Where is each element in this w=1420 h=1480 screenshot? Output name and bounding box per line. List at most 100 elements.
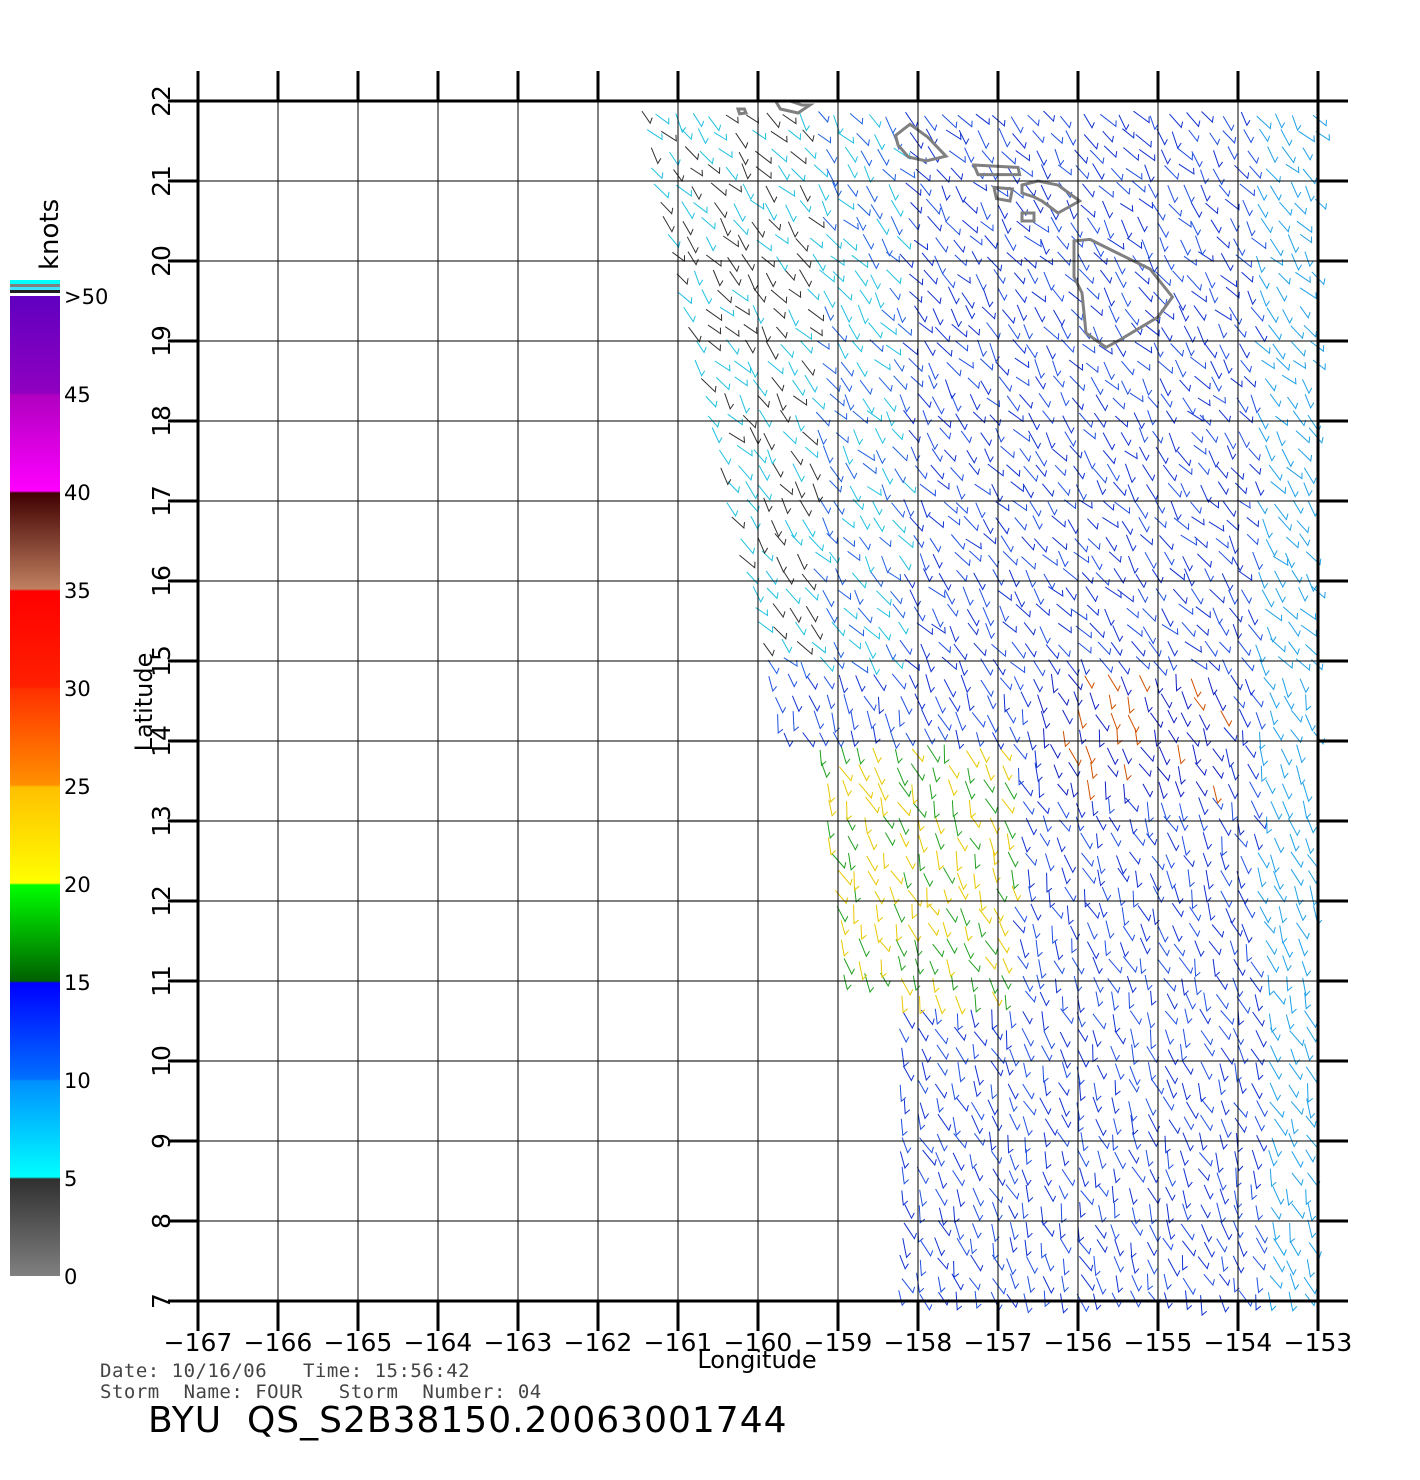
wind-barb <box>1089 622 1105 639</box>
wind-barb <box>933 800 940 819</box>
wind-barb <box>826 532 839 545</box>
wind-barb <box>826 233 842 250</box>
wind-barb <box>870 274 881 290</box>
wind-barb <box>1195 781 1208 797</box>
wind-barb <box>804 587 819 602</box>
wind-barb <box>1111 1097 1120 1115</box>
wind-barb <box>1254 340 1271 355</box>
wind-barb <box>783 657 798 667</box>
wind-barb <box>1178 957 1194 975</box>
wind-barb <box>1012 500 1028 512</box>
x-tick-label: −163 <box>484 1328 553 1357</box>
wind-barb <box>1246 533 1259 546</box>
wind-barb <box>779 409 791 424</box>
wind-barb <box>1165 854 1175 869</box>
wind-barb <box>1045 644 1060 660</box>
wind-barb <box>1033 678 1044 693</box>
wind-barb <box>980 432 992 447</box>
wind-barb <box>1082 867 1097 885</box>
wind-barb <box>1304 1010 1319 1029</box>
wind-barb <box>857 607 873 624</box>
wind-barb <box>833 657 845 670</box>
wind-barb <box>802 129 815 143</box>
wind-barb <box>1218 184 1231 198</box>
wind-barb <box>1144 696 1153 713</box>
colorbar-tick-label: 20 <box>64 873 91 897</box>
wind-barb <box>1281 783 1293 800</box>
wind-barb <box>1021 836 1031 853</box>
wind-barb <box>687 251 699 266</box>
wind-barb <box>1078 268 1095 285</box>
wind-barb <box>1009 1222 1019 1241</box>
wind-barb <box>1294 202 1307 215</box>
wind-barb <box>971 1114 984 1135</box>
wind-barb <box>1261 589 1275 608</box>
wind-barb <box>1061 996 1069 1012</box>
wind-barb <box>1105 536 1118 552</box>
wind-barb <box>1023 1293 1033 1314</box>
wind-barb <box>804 147 817 160</box>
wind-barb <box>684 146 700 161</box>
wind-barb <box>1132 180 1146 193</box>
wind-barb <box>1058 1185 1069 1200</box>
wind-barb <box>992 1242 1000 1260</box>
wind-barb <box>937 1291 950 1306</box>
wind-barb <box>1302 783 1313 803</box>
wind-barb <box>867 486 882 497</box>
wind-barb <box>727 413 743 426</box>
wind-barb <box>1191 151 1203 168</box>
wind-barb <box>831 621 846 637</box>
wind-barb <box>879 536 892 548</box>
wind-barb <box>787 673 798 688</box>
wind-barb <box>1152 203 1166 222</box>
wind-barb <box>1216 236 1230 249</box>
wind-barb <box>960 430 972 444</box>
wind-barb <box>1212 168 1225 186</box>
wind-barb <box>979 890 987 912</box>
wind-barb <box>1092 467 1108 484</box>
wind-barb <box>1021 536 1036 551</box>
wind-barb <box>874 428 886 445</box>
wind-barb <box>1296 744 1306 764</box>
wind-barb <box>1197 553 1212 568</box>
wind-barb <box>1094 1172 1101 1189</box>
wind-barb <box>809 237 823 249</box>
wind-barb <box>1144 164 1155 183</box>
wind-barb <box>1167 709 1178 724</box>
wind-barb <box>969 1277 981 1291</box>
wind-barb <box>931 396 945 415</box>
wind-barb <box>712 269 724 287</box>
x-tick-label: −157 <box>964 1328 1033 1357</box>
wind-barb <box>965 538 982 550</box>
wind-barb <box>1009 1048 1020 1067</box>
wind-barb <box>1238 890 1249 905</box>
wind-barb <box>1166 1150 1174 1170</box>
wind-barb <box>918 854 926 872</box>
wind-barb <box>1248 624 1263 642</box>
wind-barb <box>1164 1010 1179 1025</box>
wind-barb <box>1185 1290 1193 1311</box>
wind-barb <box>842 779 853 797</box>
wind-barb <box>758 409 773 428</box>
wind-barb <box>869 114 882 129</box>
wind-barb <box>1051 288 1065 303</box>
wind-barb <box>921 252 935 267</box>
wind-barb <box>900 978 914 997</box>
wind-barb <box>989 817 1001 835</box>
wind-barb <box>1064 431 1077 448</box>
wind-barb <box>885 344 902 356</box>
y-tick-label: 9 <box>147 1133 176 1149</box>
wind-barb <box>739 554 756 569</box>
wind-barb <box>953 239 966 254</box>
wind-barb <box>802 732 816 748</box>
wind-barb <box>1023 1062 1031 1078</box>
wind-barb <box>956 569 968 583</box>
wind-barb <box>1087 922 1098 940</box>
wind-barb <box>1006 464 1021 478</box>
wind-barb <box>836 906 849 923</box>
wind-barb <box>859 536 871 551</box>
wind-barb <box>985 764 995 782</box>
wind-barb <box>1057 783 1069 796</box>
wind-barb <box>1085 745 1096 765</box>
wind-barb <box>1004 782 1018 800</box>
